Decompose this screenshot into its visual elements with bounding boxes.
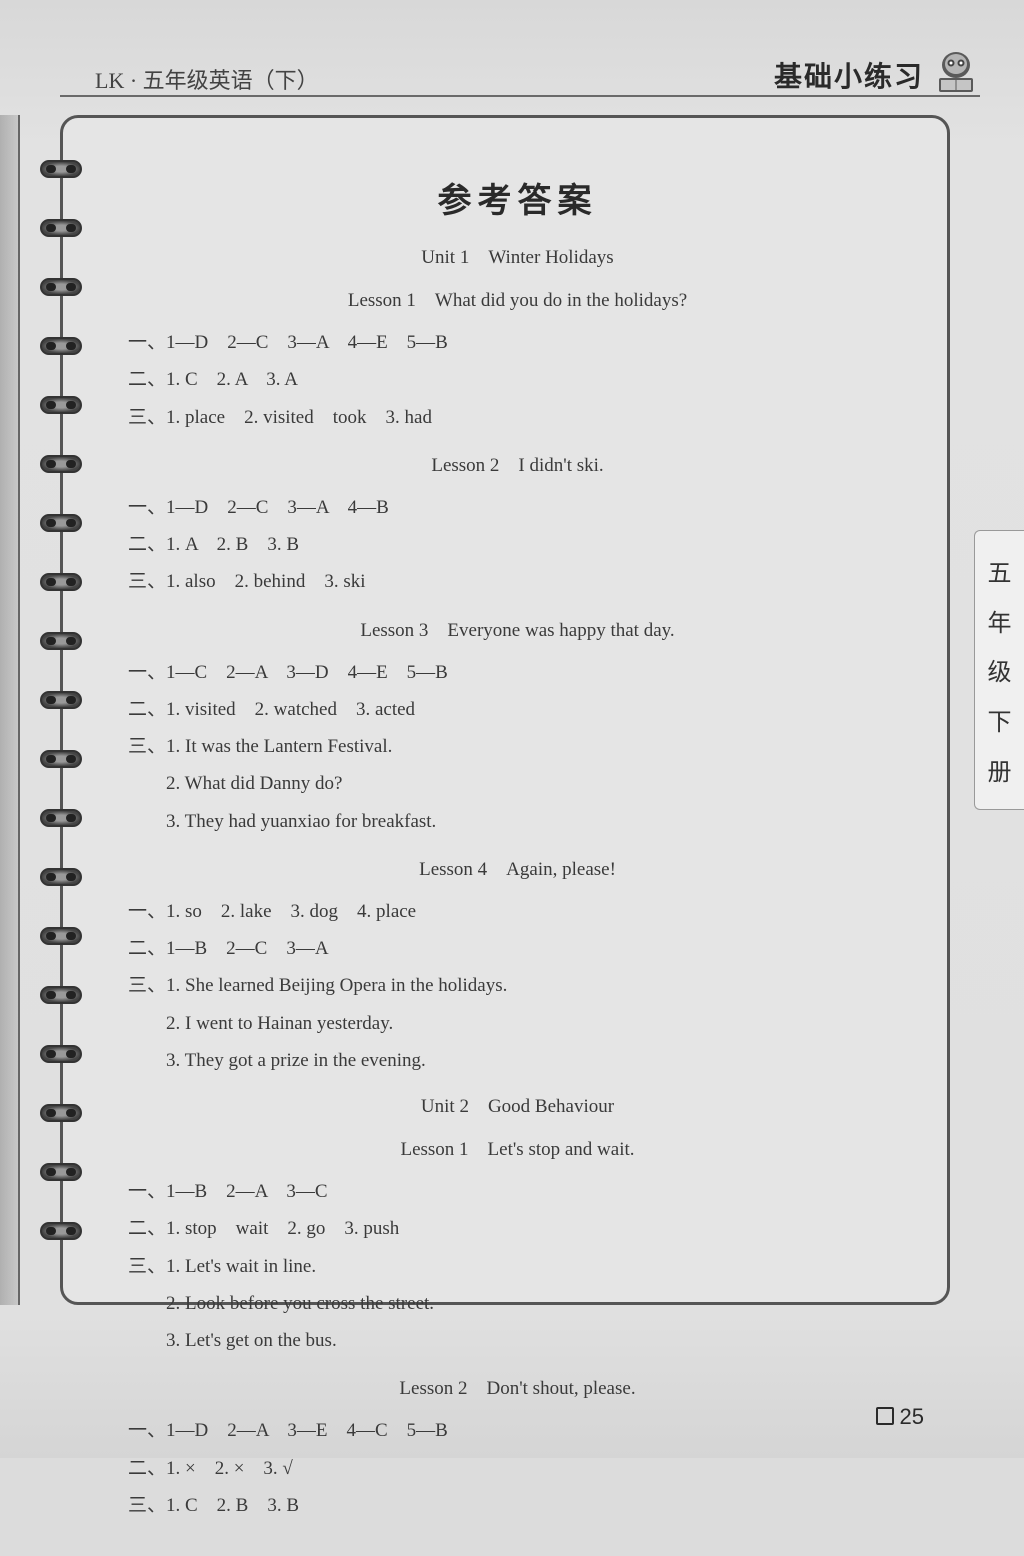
spiral-ring: [40, 986, 82, 1004]
answer-line: 二、1. visited 2. watched 3. acted: [128, 693, 907, 726]
side-tab-char: 级: [988, 652, 1012, 687]
content-body: 参考答案 Unit 1 Winter Holidays Lesson 1 Wha…: [63, 118, 947, 1556]
unit-title: Unit 2 Good Behaviour: [128, 1091, 907, 1118]
content-frame: 参考答案 Unit 1 Winter Holidays Lesson 1 Wha…: [60, 115, 950, 1305]
answer-line: 一、1—D 2—C 3—A 4—B: [128, 491, 907, 524]
answer-line: 三、1. also 2. behind 3. ski: [128, 565, 907, 598]
answer-line: 一、1. so 2. lake 3. dog 4. place: [128, 895, 907, 928]
answer-line: 二、1. stop wait 2. go 3. push: [128, 1212, 907, 1245]
main-title: 参考答案: [128, 173, 907, 222]
spiral-ring: [40, 455, 82, 473]
answer-line: 三、1. It was the Lantern Festival.: [128, 730, 907, 763]
spiral-ring: [40, 278, 82, 296]
answer-line: 二、1. × 2. × 3. √: [128, 1452, 907, 1485]
answer-line: 3. They had yuanxiao for breakfast.: [128, 805, 907, 838]
answer-line: 三、1. She learned Beijing Opera in the ho…: [128, 969, 907, 1002]
answer-line: 二、1—B 2—C 3—A: [128, 932, 907, 965]
answer-line: 三、1. C 2. B 3. B: [128, 1489, 907, 1522]
spiral-ring: [40, 1163, 82, 1181]
answer-line: 一、1—C 2—A 3—D 4—E 5—B: [128, 656, 907, 689]
spiral-ring: [40, 219, 82, 237]
answer-line: 一、1—B 2—A 3—C: [128, 1175, 907, 1208]
spiral-ring: [40, 632, 82, 650]
answer-line: 2. Look before you cross the street.: [128, 1287, 907, 1320]
page: LK · 五年级英语（下） 基础小练习 参考答案 Unit 1 Winter H…: [0, 0, 1024, 1458]
header-right-text: 基础小练习: [774, 55, 924, 95]
spiral-ring: [40, 868, 82, 886]
side-tab: 五 年 级 下 册: [974, 530, 1024, 810]
spiral-ring: [40, 809, 82, 827]
unit-title: Unit 1 Winter Holidays: [128, 242, 907, 269]
spiral-ring: [40, 1222, 82, 1240]
lesson-title: Lesson 2 I didn't ski.: [128, 450, 907, 477]
answer-line: 二、1. A 2. B 3. B: [128, 528, 907, 561]
lesson-title: Lesson 3 Everyone was happy that day.: [128, 615, 907, 642]
spiral-ring: [40, 1104, 82, 1122]
spiral-ring: [40, 1045, 82, 1063]
answer-line: 3. Let's get on the bus.: [128, 1324, 907, 1357]
header-divider: [60, 95, 980, 97]
answer-line: 三、1. place 2. visited took 3. had: [128, 401, 907, 434]
spiral-ring: [40, 396, 82, 414]
page-number: 25: [876, 1404, 924, 1430]
answer-line: 2. What did Danny do?: [128, 767, 907, 800]
lesson-title: Lesson 1 Let's stop and wait.: [128, 1134, 907, 1161]
spiral-ring: [40, 691, 82, 709]
spiral-binding: [40, 160, 82, 1281]
lesson-title: Lesson 4 Again, please!: [128, 854, 907, 881]
side-tab-char: 五: [988, 553, 1012, 588]
answer-line: 二、1. C 2. A 3. A: [128, 363, 907, 396]
page-number-value: 25: [900, 1404, 924, 1429]
answer-line: 一、1—D 2—C 3—A 4—E 5—B: [128, 326, 907, 359]
spiral-ring: [40, 160, 82, 178]
lesson-title: Lesson 2 Don't shout, please.: [128, 1373, 907, 1400]
answer-line: 2. I went to Hainan yesterday.: [128, 1007, 907, 1040]
mascot-icon: [929, 50, 984, 95]
spiral-ring: [40, 927, 82, 945]
spiral-ring: [40, 750, 82, 768]
spiral-ring: [40, 573, 82, 591]
side-tab-char: 年: [988, 603, 1012, 638]
answer-line: 三、1. Let's wait in line.: [128, 1250, 907, 1283]
spiral-ring: [40, 337, 82, 355]
left-page-edge: [0, 115, 20, 1305]
page-header: LK · 五年级英语（下） 基础小练习: [0, 55, 1024, 105]
side-tab-char: 册: [988, 752, 1012, 787]
answer-line: 3. They got a prize in the evening.: [128, 1044, 907, 1077]
page-number-icon: [876, 1407, 894, 1425]
header-left-text: LK · 五年级英语（下）: [95, 63, 319, 95]
answer-line: 一、1—D 2—A 3—E 4—C 5—B: [128, 1414, 907, 1447]
spiral-ring: [40, 514, 82, 532]
lesson-title: Lesson 1 What did you do in the holidays…: [128, 285, 907, 312]
side-tab-char: 下: [988, 702, 1012, 737]
